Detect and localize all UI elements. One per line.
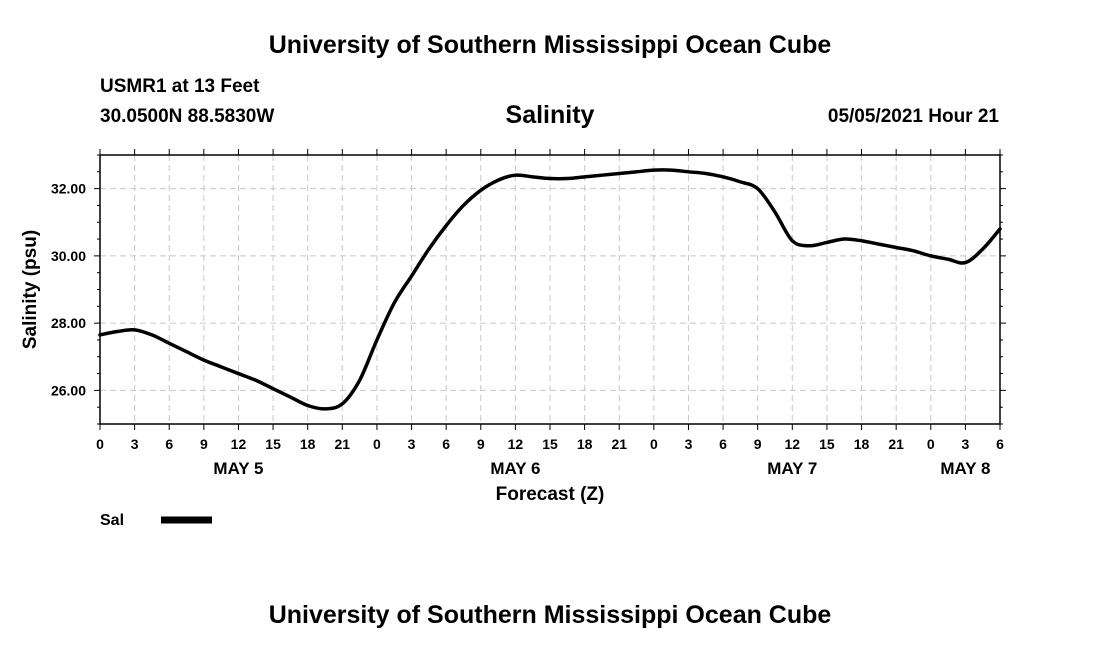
- grid: [100, 155, 1000, 424]
- x-tick-label: 0: [373, 436, 381, 452]
- series-line-salinity: [98, 168, 1002, 411]
- x-day-label: MAY 8: [940, 459, 990, 478]
- y-tick-label: 28.00: [51, 315, 86, 331]
- x-tick-label: 6: [165, 436, 173, 452]
- legend-label: Sal: [100, 512, 124, 529]
- x-tick-label: 6: [719, 436, 727, 452]
- x-axis-title: Forecast (Z): [496, 484, 605, 505]
- series-layer: [98, 168, 1002, 411]
- x-day-label: MAY 5: [213, 459, 263, 478]
- page-title: University of Southern Mississippi Ocean…: [268, 31, 832, 59]
- x-tick-label: 3: [685, 436, 693, 452]
- x-tick-label: 9: [200, 436, 208, 452]
- x-tick-label: 21: [611, 436, 627, 452]
- x-tick-label: 12: [785, 436, 801, 452]
- x-tick-label: 12: [508, 436, 524, 452]
- x-tick-label: 9: [754, 436, 762, 452]
- footer-title: University of Southern Mississippi Ocean…: [268, 601, 832, 629]
- x-tick-label: 3: [131, 436, 139, 452]
- variable-title: Salinity: [505, 101, 595, 129]
- x-tick-label: 15: [542, 436, 558, 452]
- x-tick-label: 0: [96, 436, 104, 452]
- x-tick-label: 0: [927, 436, 935, 452]
- x-tick-label: 15: [819, 436, 835, 452]
- legend: Sal: [100, 512, 212, 529]
- y-tick-label: 32.00: [51, 181, 86, 197]
- x-day-label: MAY 7: [767, 459, 817, 478]
- x-tick-label: 18: [854, 436, 870, 452]
- y-tick-label: 26.00: [51, 382, 86, 398]
- y-axis-title: Salinity (psu): [20, 230, 41, 349]
- axes: [94, 149, 1006, 430]
- station-label: USMR1 at 13 Feet: [100, 76, 260, 97]
- x-tick-label: 9: [477, 436, 485, 452]
- x-tick-label: 0: [650, 436, 658, 452]
- issued-time: 05/05/2021 Hour 21: [827, 106, 999, 127]
- x-tick-label: 18: [577, 436, 593, 452]
- labels: 26.00 28.00 30.00 32.00 0 3 6 9 12 15 18 21 0 3 6 9 12 15…: [20, 181, 1004, 505]
- y-tick-label: 30.00: [51, 248, 86, 264]
- x-day-label: MAY 6: [490, 459, 540, 478]
- x-tick-label: 6: [442, 436, 450, 452]
- station-coordinates: 30.0500N 88.5830W: [100, 106, 275, 127]
- x-tick-label: 3: [961, 436, 969, 452]
- x-tick-label: 12: [231, 436, 247, 452]
- x-tick-label: 21: [335, 436, 351, 452]
- x-tick-label: 15: [265, 436, 281, 452]
- x-tick-label: 21: [888, 436, 904, 452]
- x-tick-label: 18: [300, 436, 316, 452]
- x-tick-label: 3: [408, 436, 416, 452]
- x-tick-label: 6: [996, 436, 1004, 452]
